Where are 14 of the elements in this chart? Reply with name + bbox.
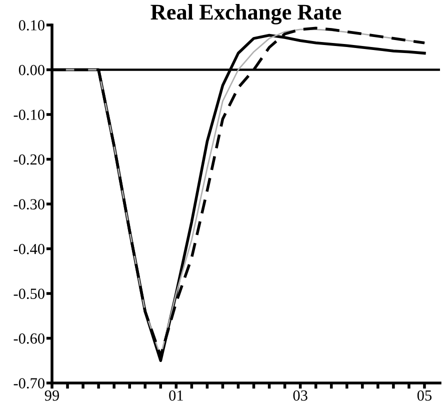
y-tick-label: -0.40 [14,244,44,254]
chart-title: Real Exchange Rate [150,4,342,24]
y-tick-label: -0.70 [14,378,44,389]
y-tick-label: -0.20 [14,154,44,165]
y-tick-label: -0.30 [14,199,44,210]
y-tick-label: -0.60 [14,333,44,344]
y-tick-label: -0.50 [14,288,44,300]
y-tick-label: 0.00 [18,64,44,76]
x-tick-label: 99 [44,390,60,401]
x-tick-label: 01 [169,390,183,401]
y-tick-label: -0.10 [14,110,44,120]
y-tick-label: 0.10 [18,20,44,31]
x-tick-label: 05 [417,390,432,401]
x-tick-label: 03 [293,390,308,401]
